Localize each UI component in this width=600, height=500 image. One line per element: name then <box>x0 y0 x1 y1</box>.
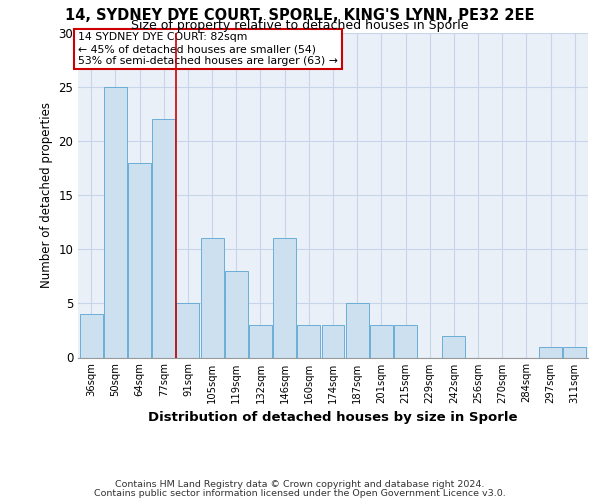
Bar <box>225 271 248 358</box>
Text: 14, SYDNEY DYE COURT, SPORLE, KING'S LYNN, PE32 2EE: 14, SYDNEY DYE COURT, SPORLE, KING'S LYN… <box>65 8 535 22</box>
Bar <box>104 86 127 358</box>
Bar <box>563 346 586 358</box>
Bar <box>128 162 151 358</box>
Bar <box>370 325 393 358</box>
Bar <box>539 346 562 358</box>
X-axis label: Distribution of detached houses by size in Sporle: Distribution of detached houses by size … <box>148 411 518 424</box>
Bar <box>322 325 344 358</box>
Bar <box>394 325 417 358</box>
Bar <box>176 304 199 358</box>
Y-axis label: Number of detached properties: Number of detached properties <box>40 102 53 288</box>
Text: Contains HM Land Registry data © Crown copyright and database right 2024.: Contains HM Land Registry data © Crown c… <box>115 480 485 489</box>
Bar <box>249 325 272 358</box>
Bar <box>200 238 224 358</box>
Bar <box>346 304 368 358</box>
Text: Size of property relative to detached houses in Sporle: Size of property relative to detached ho… <box>131 18 469 32</box>
Bar <box>273 238 296 358</box>
Bar <box>80 314 103 358</box>
Text: 14 SYDNEY DYE COURT: 82sqm
← 45% of detached houses are smaller (54)
53% of semi: 14 SYDNEY DYE COURT: 82sqm ← 45% of deta… <box>78 32 338 66</box>
Bar <box>298 325 320 358</box>
Bar <box>152 119 175 358</box>
Text: Contains public sector information licensed under the Open Government Licence v3: Contains public sector information licen… <box>94 488 506 498</box>
Bar <box>442 336 466 357</box>
